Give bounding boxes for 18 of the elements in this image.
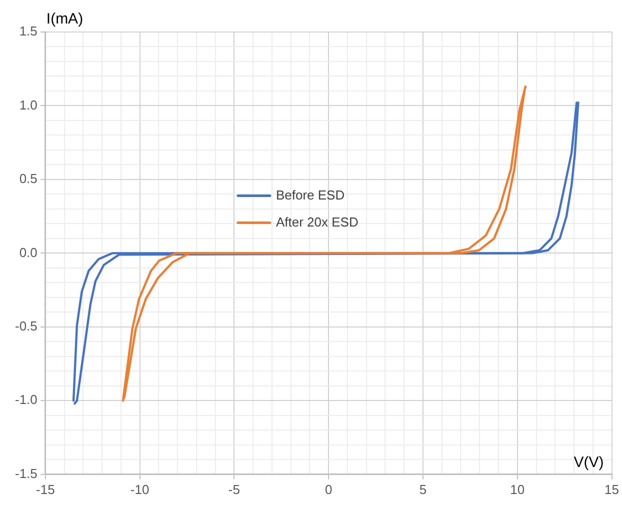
legend-label: After 20x ESD [276, 214, 358, 230]
x-tick-label: -15 [36, 482, 55, 497]
x-tick-label: 10 [510, 482, 525, 497]
x-tick-label: 0 [324, 482, 332, 497]
x-tick-label: 5 [419, 482, 427, 497]
y-tick-label: 1.0 [19, 97, 38, 112]
y-tick-label: 0.5 [19, 171, 38, 186]
y-tick-label: 0.0 [19, 244, 38, 260]
y-tick-label: -1.5 [14, 466, 38, 481]
x-tick-label: 15 [604, 482, 620, 497]
y-tick-label: 1.5 [19, 24, 38, 39]
x-axis-title: V(V) [574, 454, 604, 472]
x-tick-label: -10 [130, 482, 150, 497]
y-tick-label: -0.5 [14, 318, 38, 334]
legend-label: Before ESD [276, 187, 345, 202]
x-tick-label: -5 [228, 482, 240, 497]
y-axis-title: I(mA) [46, 10, 84, 28]
y-tick-label: -1.0 [14, 392, 38, 408]
